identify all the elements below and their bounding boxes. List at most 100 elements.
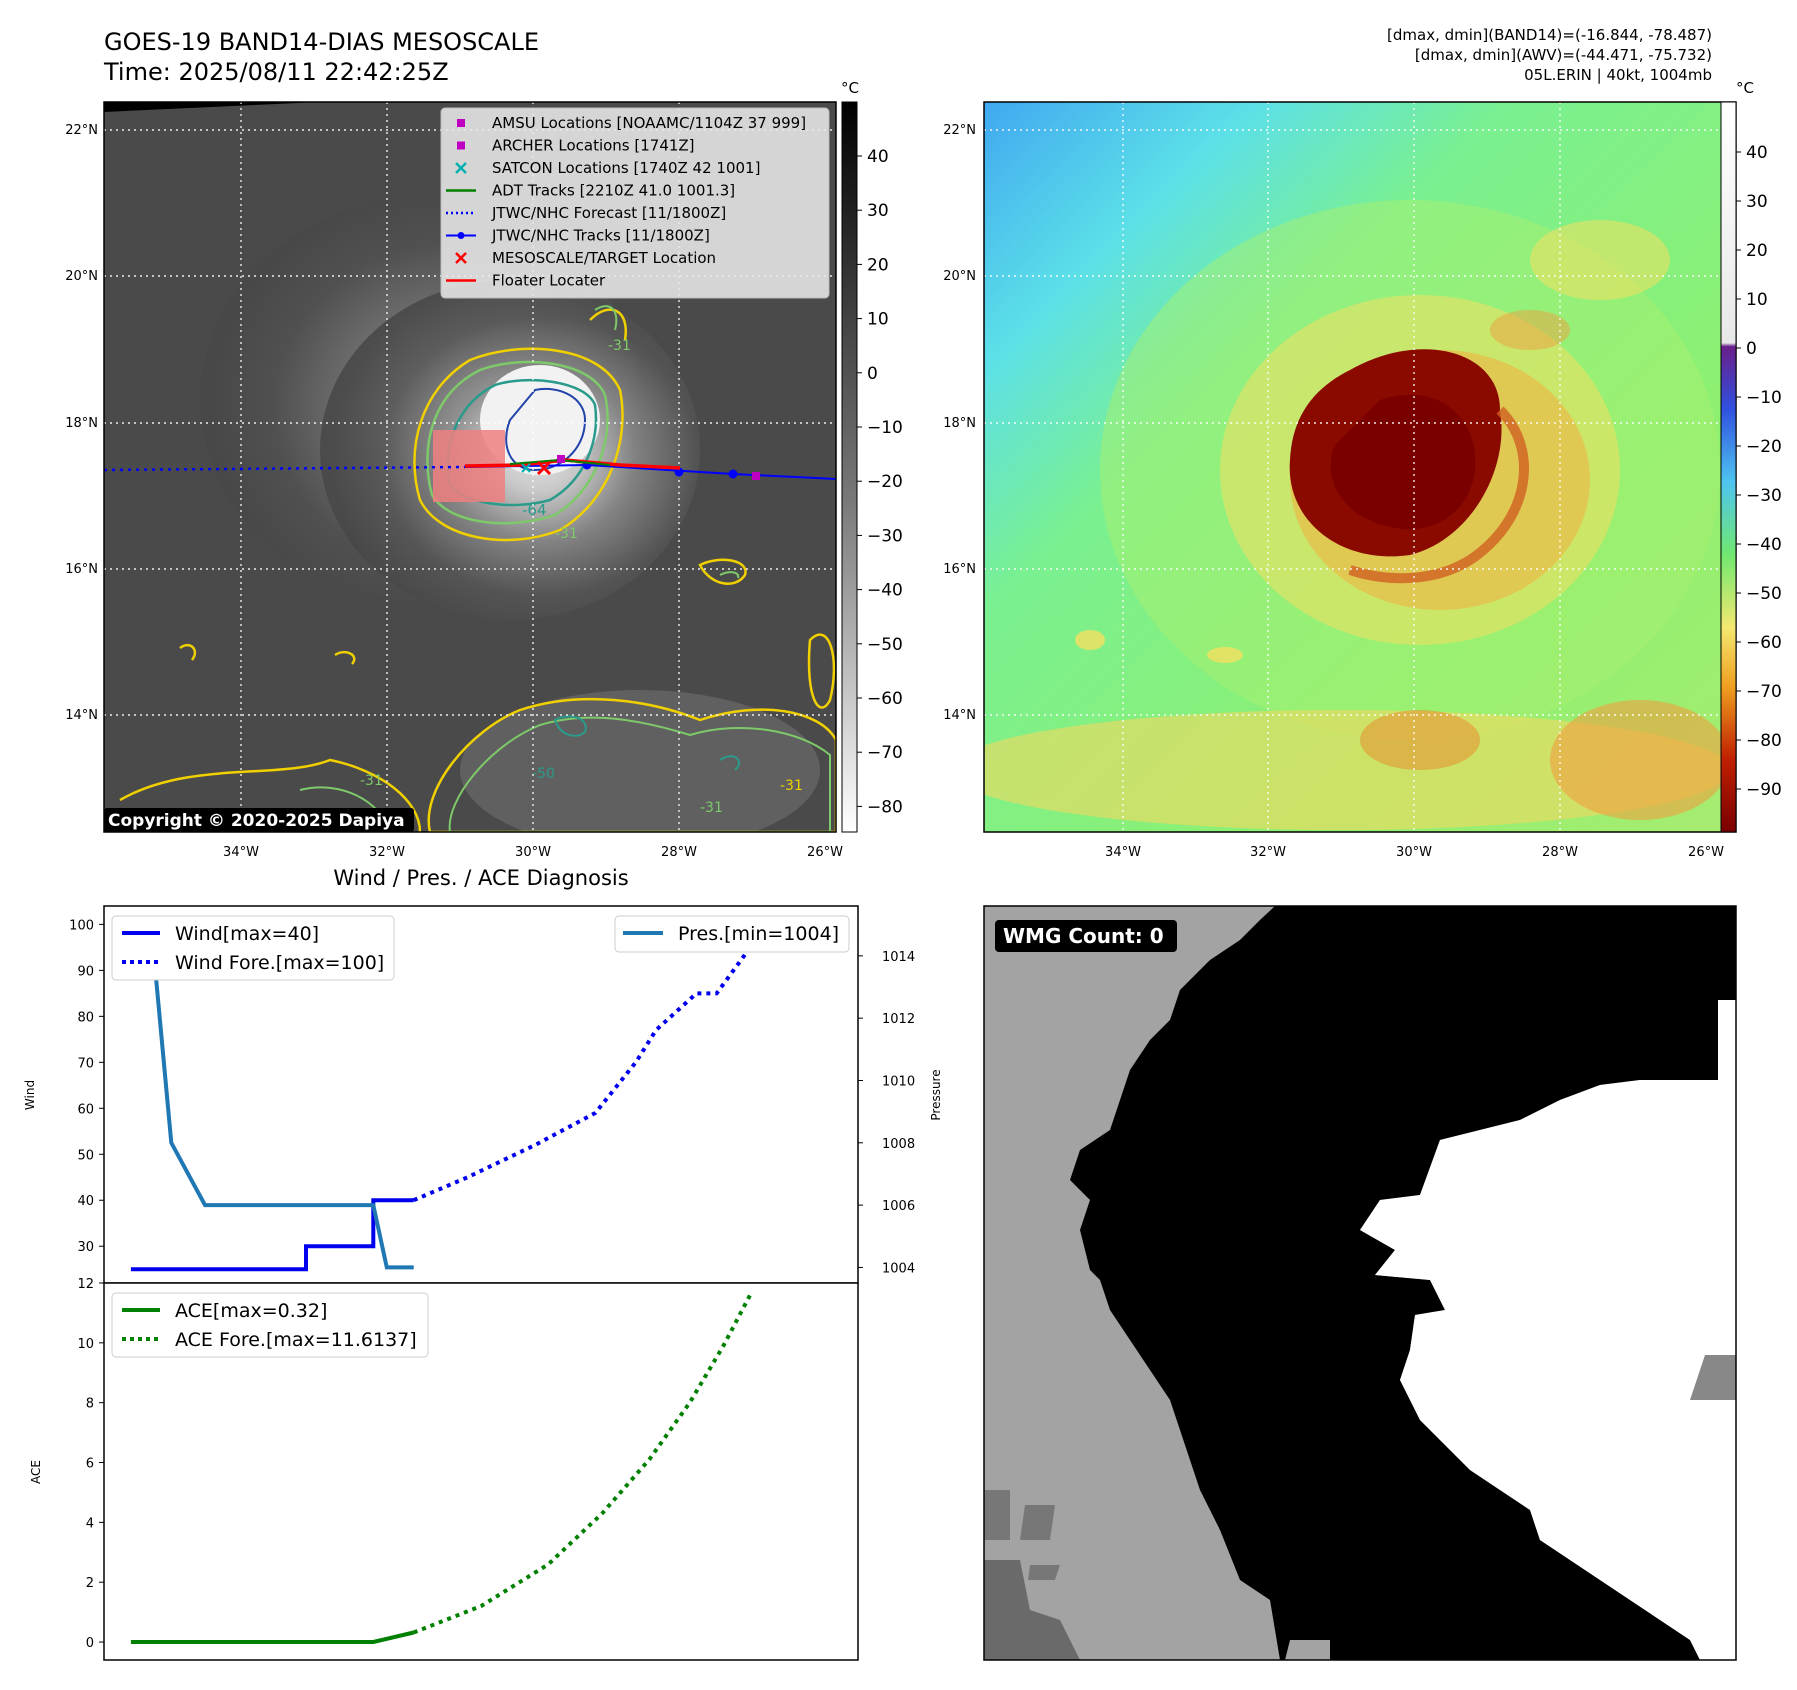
lon-tick: 34°W [1105,845,1141,860]
y-tick-right-label: 1006 [882,1199,915,1214]
y-tick-label: 100 [69,918,94,933]
colorbar-tick-label: 10 [1746,290,1768,310]
pressure-legend: Pres.[min=1004] [614,915,850,953]
series-ace-fore [412,1293,753,1635]
colorbar-tick-label: −60 [1746,633,1782,653]
ir-colorbar-unit: °C [841,79,859,97]
legend-marker-square [457,141,465,150]
track-point [674,467,684,477]
legend-label: SATCON Locations [1740Z 42 1001] [492,159,760,177]
y-tick-label: 8 [86,1397,94,1412]
colorbar-tick-label: 40 [1746,143,1768,163]
colorbar-tick-label: −20 [867,472,903,492]
colorbar-tick-label: −10 [1746,388,1782,408]
y-tick-label: 0 [86,1636,94,1651]
satcon-marker [521,463,531,473]
lon-tick: 34°W [223,845,259,860]
colorbar-tick-label: −50 [867,635,903,655]
target-marker [536,460,552,476]
series-pres [130,922,414,1270]
pressure-axis-label: Pressure [929,1069,943,1120]
ir-legend: AMSU Locations [NOAAMC/1104Z 37 999] ARCH… [440,107,830,299]
y-tick-label: 70 [77,1056,94,1071]
figure-time: Time: 2025/08/11 22:42:25Z [103,58,449,86]
lat-tick: 22°N [65,123,98,138]
y-tick-right-label: 1010 [882,1074,915,1089]
ir-panel: -64 -31 -31 -31 -31 -31 -50 [65,79,903,860]
ir-colorbar: °C 40 30 20 10 0 −10 −20 −30 −40 −50 −60 −70 −80 [841,79,903,833]
amsu-marker [752,472,760,480]
archer-marker [557,455,565,463]
series-wind [130,1198,414,1272]
pressure-legend-label: Pres.[min=1004] [678,923,839,945]
colorbar-tick-label: −90 [1746,780,1782,800]
legend-label: JTWC/NHC Forecast [11/1800Z] [491,204,726,222]
y-tick-label: 90 [77,964,94,979]
lon-tick: 26°W [1688,845,1724,860]
y-tick-label: 60 [77,1102,94,1117]
lon-tick: 26°W [807,845,843,860]
colorbar-tick-label: 10 [867,310,889,330]
y-tick-right-label: 1012 [882,1012,915,1027]
y-tick-label: 2 [86,1576,94,1591]
legend-label: Floater Locater [492,272,606,290]
colorbar-tick-label: −40 [1746,535,1782,555]
colorbar-tick-label: −30 [1746,486,1782,506]
colorbar-tick-label: −70 [1746,682,1782,702]
contour-label: -31 [780,778,803,794]
y-tick-right-label: 1014 [882,950,915,965]
series-ace [130,1630,415,1644]
lon-tick: 28°W [661,845,697,860]
y-tick-label: 4 [86,1516,94,1531]
colorbar-tick-label: 0 [1746,339,1757,359]
track-point [728,469,738,479]
wmg-panel: WMG Count: 0 [983,905,1737,1661]
colorbar-tick-label: 0 [867,364,878,384]
contour-label: -31 [555,526,578,542]
lon-tick: 30°W [1396,845,1432,860]
colorbar-tick-label: 30 [1746,192,1768,212]
y-tick-label: 50 [77,1148,94,1163]
legend-label: ADT Tracks [2210Z 41.0 1001.3] [492,182,735,200]
legend-label: JTWC/NHC Tracks [11/1800Z] [491,227,710,245]
legend-label: AMSU Locations [NOAAMC/1104Z 37 999] [492,114,806,132]
legend-label: MESOSCALE/TARGET Location [492,249,716,267]
lat-tick: 22°N [943,123,976,138]
wv-image [984,102,1736,832]
lon-tick: 30°W [515,845,551,860]
lon-tick: 32°W [1250,845,1286,860]
wv-colorbar: °C 40 30 20 10 0 −10 −20 −30 −40 −50 −60 −70 −80 −90 [1720,79,1782,833]
y-tick-label: 10 [77,1337,94,1352]
colorbar-tick-label: 30 [867,201,889,221]
contour-label: -31 [360,773,383,789]
ace-legend-label: ACE[max=0.32] [175,1300,327,1322]
contour-label: -31 [608,338,631,354]
lat-tick: 20°N [943,269,976,284]
y-tick-label: 6 [86,1457,94,1472]
copyright: Copyright © 2020-2025 Dapiya [108,811,405,831]
wv-colorbar-unit: °C [1736,79,1754,97]
wind-legend: Wind[max=40] Wind Fore.[max=100] [111,915,395,981]
y-tick-right-label: 1008 [882,1137,915,1152]
contour-label: -64 [522,501,547,519]
wind-pressure-chart: 30 40 50 60 70 80 90 100 1004 1006 1008 1010 1012 10… [23,905,943,1284]
colorbar-tick-label: −10 [867,418,903,438]
colorbar-tick-label: 20 [1746,241,1768,261]
wind-fore-legend-label: Wind Fore.[max=100] [175,952,384,974]
legend-marker-x [455,252,467,264]
y-tick-label: 12 [77,1277,94,1292]
lat-tick: 16°N [65,562,98,577]
lat-tick: 14°N [65,708,98,723]
colorbar-tick-label: −20 [1746,437,1782,457]
wind-axis-label: Wind [23,1080,37,1110]
y-tick-label: 40 [77,1194,94,1209]
y-tick-label: 30 [77,1240,94,1255]
wind-legend-label: Wind[max=40] [175,923,319,945]
lat-tick: 16°N [943,562,976,577]
legend-marker-square [457,119,465,127]
contour-label: -31 [700,800,723,816]
series-wind-fore [412,946,752,1203]
colorbar-tick-label: −60 [867,689,903,709]
legend-marker-dot [457,232,465,239]
